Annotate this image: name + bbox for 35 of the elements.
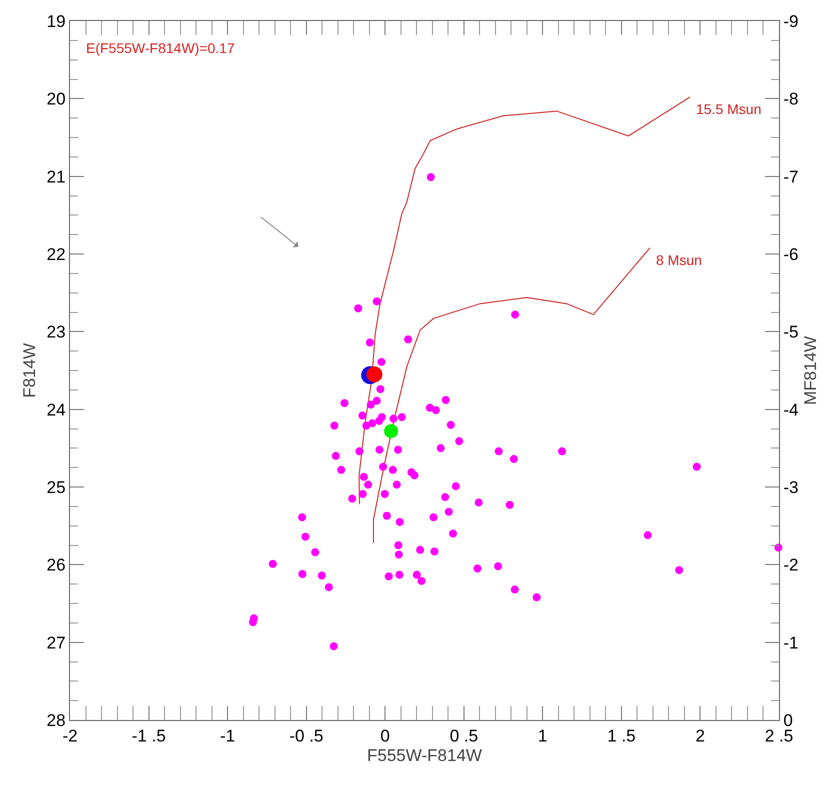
y2-tick-label: -6 (783, 244, 799, 264)
y-tick-label: 26 (46, 556, 66, 575)
y2-tick-label: -8 (783, 90, 799, 109)
x-tick-label: 1 .5 (607, 726, 636, 746)
y2-tick-label: -2 (783, 556, 799, 575)
x-tick-label: 0 (380, 726, 390, 746)
x-tick-label: -0 .5 (289, 726, 324, 746)
x-tick-label: 1 (538, 726, 548, 746)
y-tick-label: 23 (46, 322, 66, 342)
y2-tick-label: -5 (783, 322, 799, 342)
y-tick-label: 27 (46, 633, 66, 652)
y2-tick-label: -9 (783, 12, 799, 31)
x-tick-label: 0 .5 (450, 726, 478, 746)
x-tick-label: -1 (220, 726, 236, 746)
point (384, 424, 398, 438)
x-axis-title: F555W-F814W (367, 746, 482, 765)
y-tick-label: 19 (46, 12, 66, 31)
y-tick-label: 22 (46, 244, 66, 264)
y-tick-label: 21 (46, 167, 66, 186)
y2-axis-title: MF814W (800, 336, 820, 405)
y2-tick-label: -3 (783, 478, 799, 497)
x-tick-label: 2 (695, 726, 705, 746)
y2-tick-label: -7 (783, 167, 799, 186)
y2-tick-label: -1 (783, 633, 799, 652)
annotation: E(F555W-F814W)=0.17 (86, 40, 235, 56)
y-tick-label: 20 (46, 90, 66, 109)
series-label: 15.5 Msun (696, 101, 762, 117)
y-tick-label: 25 (46, 478, 66, 497)
line-series (372, 247, 650, 544)
y2-tick-label: -4 (783, 400, 799, 420)
series-label: 8 Msun (656, 252, 702, 268)
y-axis-title: F814W (20, 343, 40, 398)
x-tick-label: -1 .5 (132, 726, 166, 746)
y-tick-label: 24 (46, 400, 66, 420)
point (366, 366, 382, 382)
